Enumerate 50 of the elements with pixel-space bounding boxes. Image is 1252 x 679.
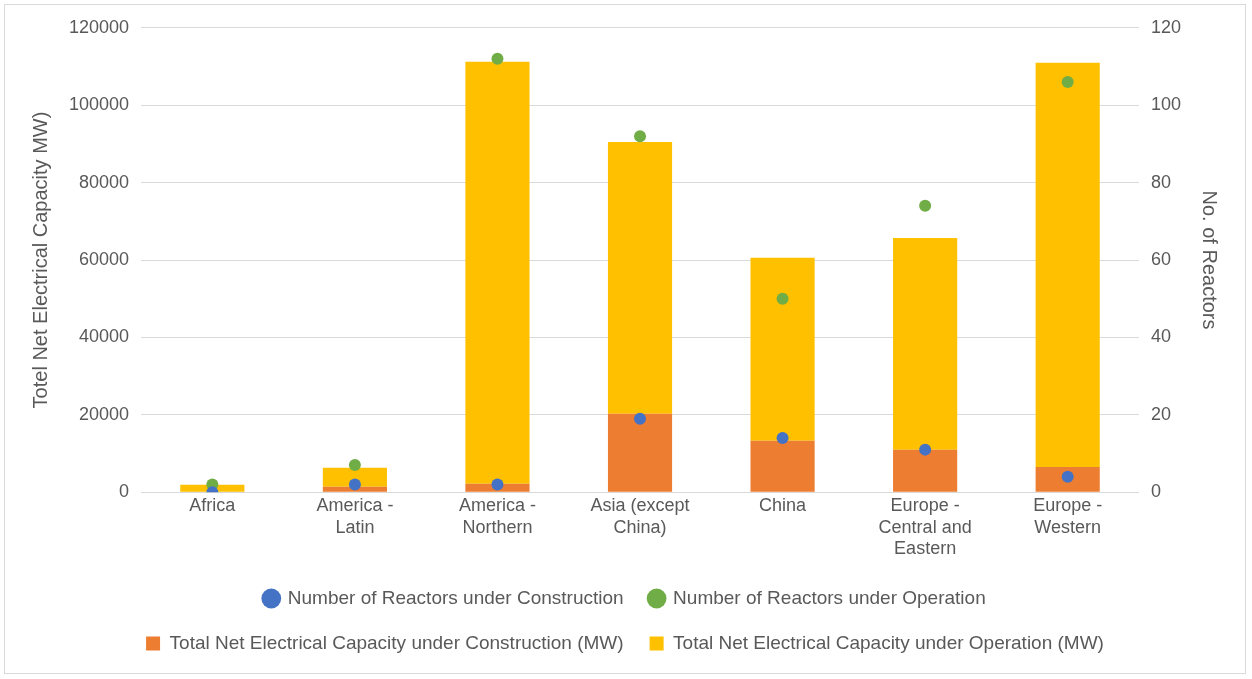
legend-label: Number of Reactors under Construction xyxy=(287,586,624,608)
x-tick-label: Africa xyxy=(189,494,237,515)
point xyxy=(348,478,361,491)
y-tick-label: 0 xyxy=(119,481,130,502)
bar xyxy=(893,237,958,450)
x-tick-label: America - Northern xyxy=(458,494,536,537)
y2-tick-label: 60 xyxy=(1150,248,1171,269)
bar xyxy=(893,449,958,492)
y-tick-label: 20000 xyxy=(79,403,130,424)
point xyxy=(919,443,932,456)
x-tick-label: Asia (except China) xyxy=(590,494,690,537)
bar xyxy=(750,440,815,492)
x-tick-label: Europe - Western xyxy=(1033,494,1103,537)
point xyxy=(491,478,504,491)
bar xyxy=(322,467,387,487)
x-tick-label: Europe - Central and Eastern xyxy=(878,494,972,559)
bar xyxy=(465,61,530,484)
bar xyxy=(607,141,673,414)
x-tick-label: China xyxy=(759,494,808,515)
point xyxy=(1061,470,1074,483)
legend-label: Total Net Electrical Capacity under Construction (MW) xyxy=(169,631,624,653)
y2-tick-label: 0 xyxy=(1150,481,1161,502)
y2-tick-label: 80 xyxy=(1150,171,1171,192)
y2-tick-label: 40 xyxy=(1150,326,1171,347)
point xyxy=(634,130,647,143)
y-tick-label: 120000 xyxy=(68,16,130,37)
point xyxy=(776,432,789,445)
x-tick-label: America - Latin xyxy=(316,494,394,537)
bar xyxy=(750,257,815,441)
y2-axis-title: No. of Reactors xyxy=(1199,190,1222,330)
bar xyxy=(1035,62,1100,468)
point xyxy=(491,52,504,65)
point xyxy=(776,292,789,305)
y-tick-label: 100000 xyxy=(68,94,130,115)
bar xyxy=(1035,467,1100,492)
y-tick-label: 60000 xyxy=(79,248,130,269)
point xyxy=(634,412,647,425)
y2-tick-label: 20 xyxy=(1150,403,1171,424)
y2-tick-label: 120 xyxy=(1150,16,1182,37)
point xyxy=(919,199,932,212)
y-tick-label: 80000 xyxy=(79,171,130,192)
bar xyxy=(607,413,673,492)
point xyxy=(348,459,361,472)
point xyxy=(1061,75,1074,88)
y2-tick-label: 100 xyxy=(1150,94,1182,115)
legend-label: Total Net Electrical Capacity under Operation (MW) xyxy=(673,631,1104,653)
y-axis-title: Totel Net Electrical Capacity MW) xyxy=(28,111,51,409)
legend-label: Number of Reactors under Operation xyxy=(673,586,986,608)
y-tick-label: 40000 xyxy=(79,326,130,347)
bar xyxy=(322,486,387,492)
